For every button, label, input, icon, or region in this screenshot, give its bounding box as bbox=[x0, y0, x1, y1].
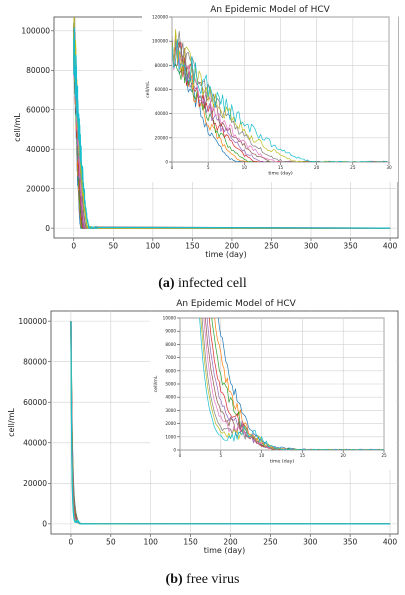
a-inset-tick-label-y: 120000 bbox=[152, 14, 168, 19]
b-tick-label-y: 20000 bbox=[23, 479, 47, 488]
b-inset-tick-label-x: 15 bbox=[300, 453, 306, 458]
a-inset-tick-label-x: 20 bbox=[314, 165, 320, 170]
b-inset-tick-label-y: 5000 bbox=[165, 381, 176, 386]
a-inset-series-line bbox=[172, 43, 388, 162]
caption-free-virus: (b) free virus bbox=[165, 572, 240, 587]
a-inset-tick-label-x: 0 bbox=[171, 165, 174, 170]
a-inset-series-line bbox=[172, 28, 388, 162]
b-tick-label-x: 150 bbox=[183, 538, 198, 547]
a-inset-tick-label-y: 40000 bbox=[155, 111, 169, 116]
a-tick-label-y: 0 bbox=[45, 224, 50, 233]
b-inset-tick-label-y: 10000 bbox=[163, 315, 177, 320]
a-tick-label-x: 250 bbox=[264, 242, 279, 251]
b-tick-label-x: 250 bbox=[263, 538, 278, 547]
b-inset-tick-label-y: 2000 bbox=[165, 421, 176, 426]
b-inset-tick-label-y: 7000 bbox=[165, 355, 176, 360]
b-tick-label-x: 200 bbox=[223, 538, 238, 547]
b-inset-tick-label-x: 10 bbox=[259, 453, 265, 458]
a-chart-title: An Epidemic Model of HCV bbox=[210, 5, 330, 15]
a-tick-label-y: 20000 bbox=[26, 184, 50, 193]
b-tick-label-x: 350 bbox=[343, 538, 358, 547]
a-series-line bbox=[73, 27, 391, 229]
a-y-axis-label: cell/mL bbox=[13, 113, 22, 142]
b-inset-series-line bbox=[218, 318, 384, 450]
b-tick-label-x: 50 bbox=[106, 538, 116, 547]
b-inset-tick-label-y: 8000 bbox=[165, 342, 176, 347]
a-tick-label-x: 150 bbox=[185, 242, 200, 251]
a-x-axis-label: time (day) bbox=[205, 250, 247, 259]
b-tick-label-y: 60000 bbox=[23, 398, 47, 407]
b-inset-tick-label-x: 5 bbox=[219, 453, 222, 458]
b-y-axis-label: cell/mL bbox=[7, 408, 16, 437]
a-tick-label-x: 100 bbox=[146, 242, 161, 251]
b-inset-tick-label-y: 1000 bbox=[165, 434, 176, 439]
b-tick-label-y: 80000 bbox=[23, 357, 47, 366]
a-inset-tick-label-y: 20000 bbox=[155, 135, 169, 140]
b-inset-tick-label-x: 0 bbox=[179, 453, 182, 458]
b-x-axis-label: time (day) bbox=[204, 546, 246, 555]
b-tick-label-y: 0 bbox=[42, 519, 47, 528]
b-tick-label-y: 100000 bbox=[18, 317, 47, 326]
a-inset-y-axis-label: cell/mL bbox=[145, 81, 151, 98]
a-inset-series-line bbox=[172, 36, 388, 162]
a-inset-tick-label-x: 10 bbox=[242, 165, 248, 170]
a-inset-tick-label-y: 0 bbox=[165, 159, 168, 164]
a-tick-label-y: 40000 bbox=[26, 145, 50, 154]
b-tick-label-x: 400 bbox=[383, 538, 398, 547]
b-inset-tick-label-y: 3000 bbox=[165, 408, 176, 413]
a-tick-label-x: 350 bbox=[343, 242, 358, 251]
b-tick-label-x: 100 bbox=[144, 538, 159, 547]
a-inset-tick-label-y: 100000 bbox=[152, 39, 168, 44]
b-inset-x-axis-label: time (day) bbox=[270, 458, 295, 464]
a-tick-label-y: 100000 bbox=[21, 26, 50, 35]
b-inset-tick-label-y: 9000 bbox=[165, 329, 176, 334]
b-tick-label-y: 40000 bbox=[23, 438, 47, 447]
a-inset-tick-label-x: 5 bbox=[207, 165, 210, 170]
b-inset-tick-label-x: 25 bbox=[381, 453, 387, 458]
a-tick-label-x: 50 bbox=[109, 242, 119, 251]
b-tick-label-x: 0 bbox=[69, 538, 74, 547]
a-inset-tick-label-x: 30 bbox=[386, 165, 392, 170]
b-inset-y-axis-label: cell/mL bbox=[153, 375, 159, 392]
b-tick-label-x: 300 bbox=[303, 538, 318, 547]
b-inset-tick-label-x: 20 bbox=[341, 453, 347, 458]
a-tick-label-x: 0 bbox=[71, 242, 76, 251]
b-inset-tick-label-y: 6000 bbox=[165, 368, 176, 373]
a-tick-label-x: 400 bbox=[383, 242, 398, 251]
a-inset-tick-label-x: 25 bbox=[350, 165, 356, 170]
b-inset-series-line bbox=[199, 318, 384, 450]
a-inset-tick-label-y: 80000 bbox=[155, 63, 169, 68]
b-inset-tick-label-y: 4000 bbox=[165, 395, 176, 400]
a-inset-tick-label-y: 60000 bbox=[155, 87, 169, 92]
b-inset-tick-label-y: 0 bbox=[173, 447, 176, 452]
a-inset-x-axis-label: time (day) bbox=[268, 170, 293, 176]
a-tick-label-x: 300 bbox=[304, 242, 319, 251]
a-inset-tick-label-x: 15 bbox=[278, 165, 284, 170]
b-chart-title: An Epidemic Model of HCV bbox=[176, 299, 296, 309]
a-tick-label-x: 200 bbox=[225, 242, 240, 251]
caption-infected-cell: (a) infected cell bbox=[158, 276, 247, 291]
a-inset-series-line bbox=[172, 41, 388, 162]
a-tick-label-y: 80000 bbox=[26, 66, 50, 75]
a-tick-label-y: 60000 bbox=[26, 105, 50, 114]
a-inset-series-line bbox=[172, 38, 388, 162]
b-series-line bbox=[70, 321, 391, 525]
